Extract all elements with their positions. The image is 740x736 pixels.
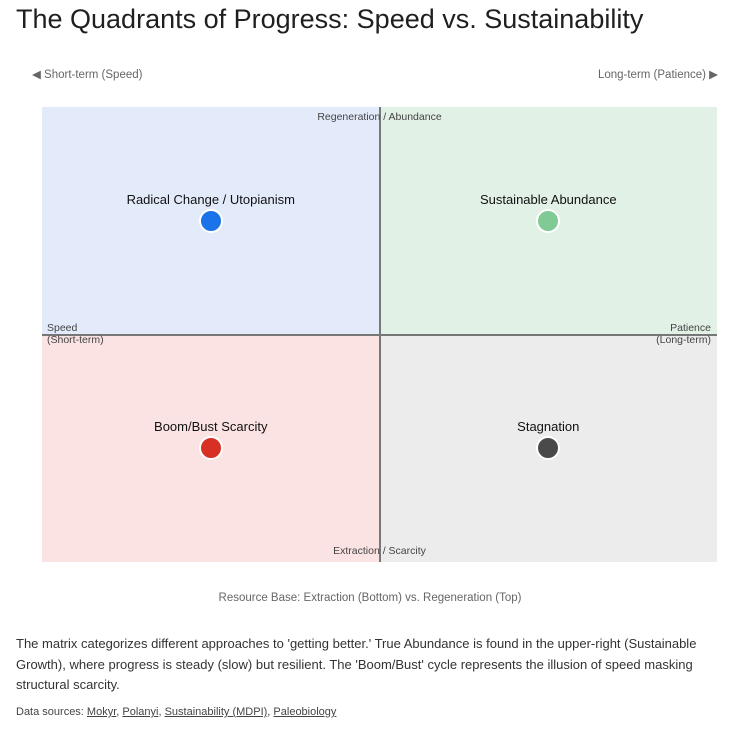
point-boom-bust-scarcity: [198, 436, 223, 461]
axis-label-right: Patience (Long-term): [656, 322, 711, 346]
horizontal-axis-line: [42, 333, 717, 336]
point-stagnation: [536, 436, 561, 461]
data-sources: Data sources: Mokyr, Polanyi, Sustainabi…: [16, 706, 337, 718]
source-link-polanyi[interactable]: Polanyi: [122, 706, 159, 718]
long-term-direction-label: Long-term (Patience) ▶: [597, 69, 718, 81]
data-sources-prefix: Data sources:: [16, 706, 87, 718]
point-radical-change-utopianism: [198, 208, 223, 233]
axis-label-left: Speed (Short-term): [47, 322, 104, 346]
point-label-boom-bust-scarcity: Boom/Bust Scarcity: [154, 419, 268, 435]
axis-label-left-line2: (Short-term): [47, 334, 104, 346]
axis-label-right-line1: Patience: [670, 322, 711, 334]
chart-title: The Quadrants of Progress: Speed vs. Sus…: [16, 4, 644, 34]
short-term-direction-label: ◀ Short-term (Speed): [32, 69, 143, 81]
point-label-stagnation: Stagnation: [517, 419, 580, 435]
point-sustainable-abundance: [536, 208, 561, 233]
x-axis-title: Resource Base: Extraction (Bottom) vs. R…: [218, 592, 522, 604]
point-label-sustainable-abundance: Sustainable Abundance: [479, 191, 617, 207]
source-link-sustainability-mdpi[interactable]: Sustainability (MDPI): [164, 706, 268, 718]
axis-label-left-line1: Speed: [47, 322, 78, 334]
source-link-mokyr[interactable]: Mokyr: [86, 706, 117, 718]
chart-description: The matrix categorizes different approac…: [16, 636, 697, 692]
axis-label-right-line2: (Long-term): [656, 334, 711, 346]
point-label-radical-change-utopianism: Radical Change / Utopianism: [126, 191, 295, 207]
axis-label-bottom: Extraction / Scarcity: [333, 545, 426, 557]
quadrant-plot: Regeneration / Abundance Extraction / Sc…: [42, 107, 717, 562]
axis-label-top: Regeneration / Abundance: [317, 111, 442, 123]
source-link-paleobiology[interactable]: Paleobiology: [273, 706, 337, 718]
